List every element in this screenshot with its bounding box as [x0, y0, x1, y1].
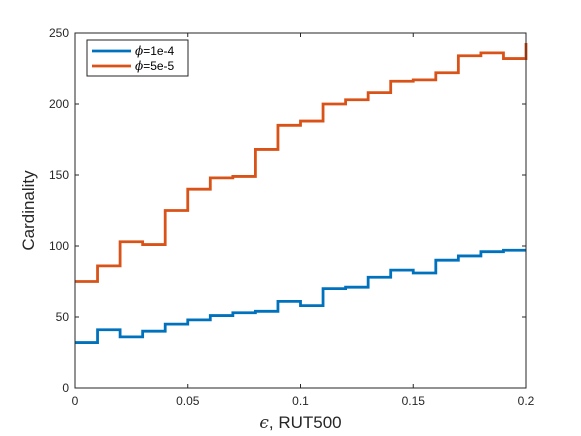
legend-symbol-2: ϕ	[135, 59, 143, 73]
y-tick-label: 100	[49, 239, 69, 253]
x-axis-label-symbol: ϵ	[259, 413, 269, 433]
legend-label-1: ϕ=1e-4	[135, 44, 175, 58]
x-tick-label: 0	[72, 394, 79, 408]
legend-text-2: =5e-5	[143, 59, 174, 73]
series-line-1	[75, 248, 526, 344]
tick-labels: 0 0.05 0.1 0.15 0.2 0 50 100 150 200 250	[49, 26, 535, 408]
x-axis-label: ϵ, RUT500	[259, 413, 341, 433]
plot-area	[75, 42, 528, 344]
legend: ϕ=1e-4ϕ=5e-5	[86, 39, 189, 77]
legend-box	[86, 39, 189, 77]
y-tick-label: 150	[49, 168, 69, 182]
y-tick-label: 250	[49, 26, 69, 40]
y-tick-label: 200	[49, 97, 69, 111]
axes-box	[74, 32, 527, 389]
legend-symbol-1: ϕ	[135, 44, 143, 58]
y-axis-label: Cardinality	[19, 170, 38, 251]
series-line-2	[75, 42, 528, 283]
x-tick-label: 0.05	[176, 394, 200, 408]
legend-text-1: =1e-4	[143, 44, 174, 58]
x-tick-label: 0.2	[518, 394, 535, 408]
y-tick-label: 50	[56, 310, 70, 324]
x-axis-label-text: , RUT500	[269, 413, 342, 432]
legend-label-2: ϕ=5e-5	[135, 59, 175, 73]
x-tick-label: 0.15	[402, 394, 426, 408]
y-tick-label: 0	[62, 381, 69, 395]
x-tick-label: 0.1	[292, 394, 309, 408]
